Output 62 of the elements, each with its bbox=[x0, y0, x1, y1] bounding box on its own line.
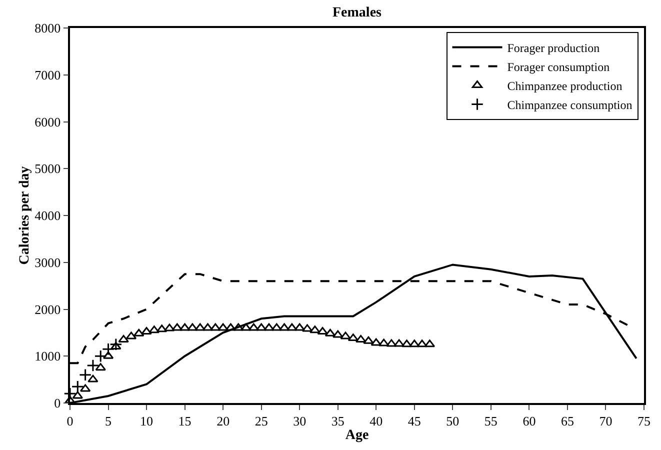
point bbox=[332, 330, 344, 338]
x-tick-label: 45 bbox=[408, 413, 421, 428]
x-tick-label: 40 bbox=[370, 413, 383, 428]
point bbox=[86, 359, 100, 372]
point bbox=[194, 323, 206, 331]
point bbox=[110, 338, 122, 351]
x-tick-label: 35 bbox=[331, 413, 344, 428]
point bbox=[71, 380, 84, 393]
point bbox=[118, 334, 129, 342]
point bbox=[416, 340, 428, 348]
point bbox=[340, 332, 351, 340]
point bbox=[164, 324, 175, 332]
point bbox=[264, 323, 274, 331]
point bbox=[95, 363, 106, 371]
point bbox=[394, 339, 404, 347]
point bbox=[370, 338, 382, 346]
point bbox=[88, 374, 98, 382]
y-tick-label: 2000 bbox=[34, 302, 61, 317]
x-tick-label: 50 bbox=[446, 413, 460, 428]
x-tick-label: 30 bbox=[293, 413, 306, 428]
x-tick-label: 5 bbox=[105, 413, 112, 428]
y-tick-label: 5000 bbox=[34, 161, 61, 176]
point bbox=[409, 340, 420, 348]
point bbox=[363, 336, 374, 344]
y-tick-label: 1000 bbox=[34, 348, 61, 364]
point bbox=[64, 387, 76, 400]
point bbox=[286, 323, 298, 331]
y-tick-label: 8000 bbox=[34, 20, 61, 36]
y-tick-label: 6000 bbox=[34, 114, 61, 130]
y-tick-label: 0 bbox=[54, 396, 61, 411]
x-tick-label: 60 bbox=[522, 413, 536, 428]
point bbox=[78, 368, 92, 382]
chart-title: Females bbox=[332, 6, 382, 21]
x-axis-title: Age bbox=[345, 428, 369, 444]
x-tick-label: 10 bbox=[140, 413, 154, 428]
legend-label: Forager production bbox=[507, 40, 600, 55]
point bbox=[233, 323, 244, 331]
legend-label: Chimpanzee production bbox=[507, 78, 622, 93]
x-tick-label: 65 bbox=[560, 413, 574, 428]
x-tick-label: 0 bbox=[66, 413, 74, 428]
point bbox=[294, 323, 305, 331]
point bbox=[187, 323, 198, 331]
y-tick-label: 4000 bbox=[34, 208, 61, 224]
x-tick-label: 15 bbox=[178, 413, 192, 428]
x-tick-label: 55 bbox=[484, 413, 498, 428]
x-tick-label: 20 bbox=[216, 413, 230, 428]
point bbox=[240, 323, 252, 331]
point bbox=[134, 328, 144, 336]
y-tick-label: 3000 bbox=[34, 254, 61, 270]
x-tick-label: 75 bbox=[638, 413, 650, 428]
point bbox=[102, 342, 115, 356]
x-tick-label: 70 bbox=[599, 413, 612, 428]
point bbox=[94, 350, 107, 362]
point bbox=[310, 326, 320, 334]
point bbox=[210, 323, 221, 331]
point bbox=[218, 323, 228, 331]
legend-label: Forager consumption bbox=[507, 60, 610, 74]
x-tick-label: 25 bbox=[254, 413, 268, 428]
y-tick-label: 7000 bbox=[34, 67, 61, 82]
point bbox=[386, 339, 397, 347]
legend-label: Chimpanzee consumption bbox=[507, 98, 632, 112]
y-axis-title: Calories per day bbox=[18, 166, 33, 265]
